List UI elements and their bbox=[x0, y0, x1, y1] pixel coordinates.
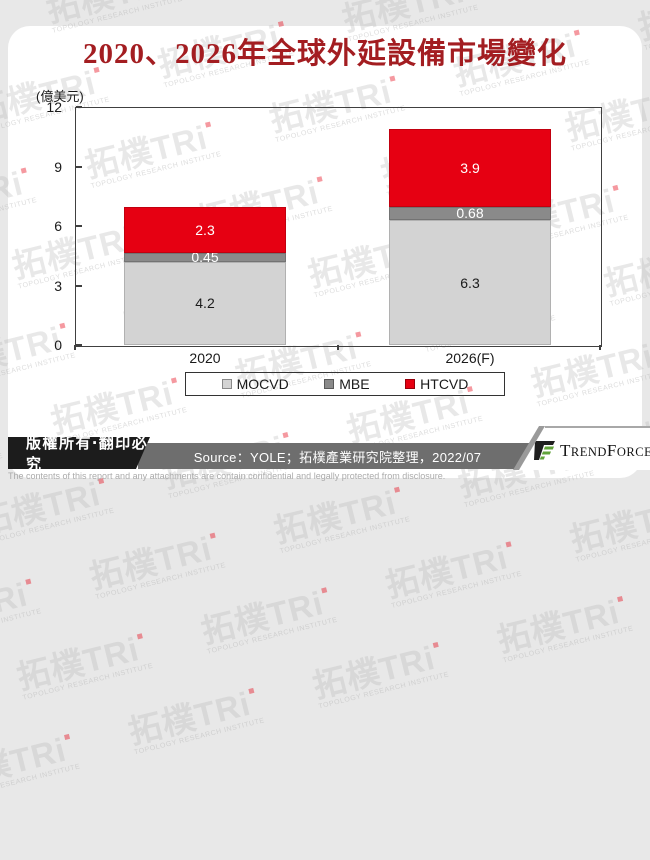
legend-item-mocvd: MOCVD bbox=[221, 376, 289, 392]
y-tick-mark bbox=[76, 165, 82, 168]
copyright-banner: 版權所有‧翻印必究 bbox=[8, 437, 150, 469]
value-label: 0.45 bbox=[191, 249, 219, 266]
legend-label: HTCVD bbox=[420, 376, 469, 392]
bar-segment-mocvd: 6.3 bbox=[389, 220, 551, 345]
x-tick-mark bbox=[599, 345, 601, 350]
bar-segment-htcvd: 2.3 bbox=[124, 207, 286, 253]
x-tick-mark bbox=[336, 345, 339, 350]
y-tick-mark bbox=[76, 106, 82, 108]
value-label: 4.2 bbox=[195, 295, 215, 312]
x-category-label: 2020 bbox=[189, 350, 221, 366]
chart-title: 2020、2026年全球外延設備市場變化 bbox=[82, 38, 567, 70]
bar-segment-mbe: 0.68 bbox=[389, 205, 551, 222]
legend-swatch bbox=[405, 379, 416, 389]
copyright-text: 版權所有‧翻印必究 bbox=[26, 435, 149, 473]
disclaimer-text: The contents of this report and any atta… bbox=[8, 471, 446, 481]
y-tick-label: 12 bbox=[46, 99, 62, 115]
bar-segment-mbe: 0.45 bbox=[124, 249, 286, 266]
y-tick-mark bbox=[76, 284, 82, 287]
y-tick-label: 6 bbox=[54, 218, 62, 234]
brand-plate: TRENDFORCE bbox=[519, 426, 650, 470]
plot-area bbox=[75, 107, 602, 347]
y-tick-label: 9 bbox=[54, 158, 62, 175]
legend-swatch bbox=[221, 379, 232, 389]
legend-item-mbe: MBE bbox=[324, 376, 370, 392]
value-label: 6.3 bbox=[460, 274, 480, 291]
value-label: 3.9 bbox=[460, 159, 480, 176]
value-label: 0.68 bbox=[456, 205, 484, 222]
y-tick-mark bbox=[76, 225, 82, 227]
source-text: Source：YOLE；拓樸產業研究院整理，2022/07 bbox=[193, 449, 482, 465]
y-tick-label: 3 bbox=[54, 277, 62, 294]
y-tick-mark bbox=[76, 344, 82, 346]
y-tick-label: 0 bbox=[54, 337, 62, 353]
source-banner: Source：YOLE；拓樸產業研究院整理，2022/07 bbox=[138, 443, 537, 469]
value-label: 2.3 bbox=[195, 221, 215, 238]
legend-label: MOCVD bbox=[236, 376, 289, 392]
x-tick-mark bbox=[74, 345, 76, 350]
trendforce-wordmark: TRENDFORCE bbox=[560, 440, 650, 460]
brand-plate-border bbox=[545, 426, 650, 428]
legend: MOCVD MBE HTCVD bbox=[185, 372, 505, 396]
bar-segment-htcvd: 3.9 bbox=[389, 129, 551, 207]
legend-label: MBE bbox=[339, 376, 370, 392]
y-axis-unit-label: (億美元) bbox=[36, 89, 84, 104]
legend-item-htcvd: HTCVD bbox=[405, 377, 468, 391]
x-category-label: 2026(F) bbox=[445, 350, 495, 366]
bar-segment-mocvd: 4.2 bbox=[124, 261, 286, 345]
legend-swatch bbox=[324, 379, 335, 389]
trendforce-logo-icon bbox=[534, 441, 555, 460]
